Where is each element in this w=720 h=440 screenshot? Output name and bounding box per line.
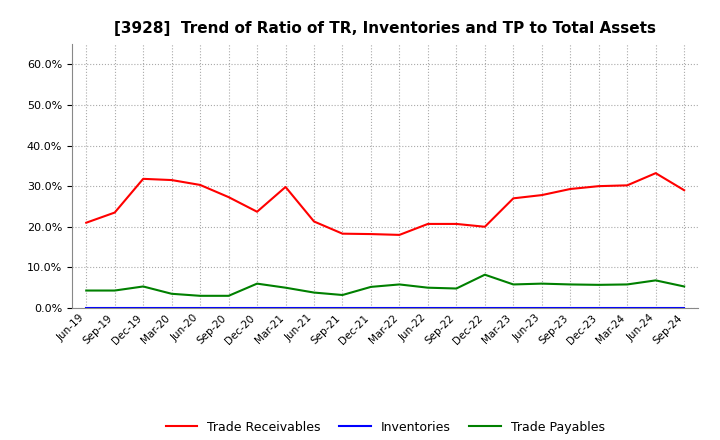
Trade Receivables [82,220,91,225]
Trade Payables [395,282,404,287]
Trade Receivables [338,231,347,236]
Line: Trade Payables: Trade Payables [86,275,684,296]
Trade Receivables [537,192,546,198]
Inventories [82,305,91,310]
Trade Payables [423,285,432,290]
Inventories [253,305,261,310]
Trade Receivables [225,194,233,200]
Trade Payables [509,282,518,287]
Trade Payables [282,285,290,290]
Trade Payables [595,282,603,287]
Inventories [366,305,375,310]
Trade Payables [566,282,575,287]
Trade Payables [338,292,347,297]
Inventories [225,305,233,310]
Inventories [423,305,432,310]
Trade Receivables [110,210,119,215]
Trade Receivables [452,221,461,227]
Inventories [338,305,347,310]
Inventories [196,305,204,310]
Trade Payables [167,291,176,297]
Inventories [167,305,176,310]
Trade Payables [139,284,148,289]
Trade Payables [225,293,233,298]
Trade Receivables [196,182,204,187]
Trade Receivables [423,221,432,227]
Trade Receivables [366,231,375,237]
Trade Payables [366,284,375,290]
Inventories [652,305,660,310]
Inventories [310,305,318,310]
Trade Receivables [139,176,148,181]
Trade Receivables [282,184,290,190]
Trade Receivables [566,187,575,192]
Inventories [537,305,546,310]
Trade Receivables [509,196,518,201]
Trade Receivables [680,187,688,193]
Inventories [282,305,290,310]
Inventories [395,305,404,310]
Line: Trade Receivables: Trade Receivables [86,173,684,235]
Inventories [139,305,148,310]
Inventories [566,305,575,310]
Legend: Trade Receivables, Inventories, Trade Payables: Trade Receivables, Inventories, Trade Pa… [161,416,610,439]
Inventories [110,305,119,310]
Inventories [595,305,603,310]
Inventories [623,305,631,310]
Trade Payables [452,286,461,291]
Trade Payables [623,282,631,287]
Trade Payables [310,290,318,295]
Trade Receivables [480,224,489,229]
Trade Receivables [595,183,603,189]
Trade Receivables [623,183,631,188]
Inventories [509,305,518,310]
Title: [3928]  Trend of Ratio of TR, Inventories and TP to Total Assets: [3928] Trend of Ratio of TR, Inventories… [114,21,656,36]
Trade Payables [652,278,660,283]
Trade Payables [196,293,204,298]
Trade Receivables [253,209,261,214]
Trade Receivables [395,232,404,238]
Inventories [680,305,688,310]
Inventories [480,305,489,310]
Trade Receivables [652,171,660,176]
Trade Payables [537,281,546,286]
Trade Payables [680,284,688,289]
Trade Payables [110,288,119,293]
Trade Payables [82,288,91,293]
Trade Receivables [310,219,318,224]
Inventories [452,305,461,310]
Trade Payables [480,272,489,277]
Trade Receivables [167,177,176,183]
Trade Payables [253,281,261,286]
